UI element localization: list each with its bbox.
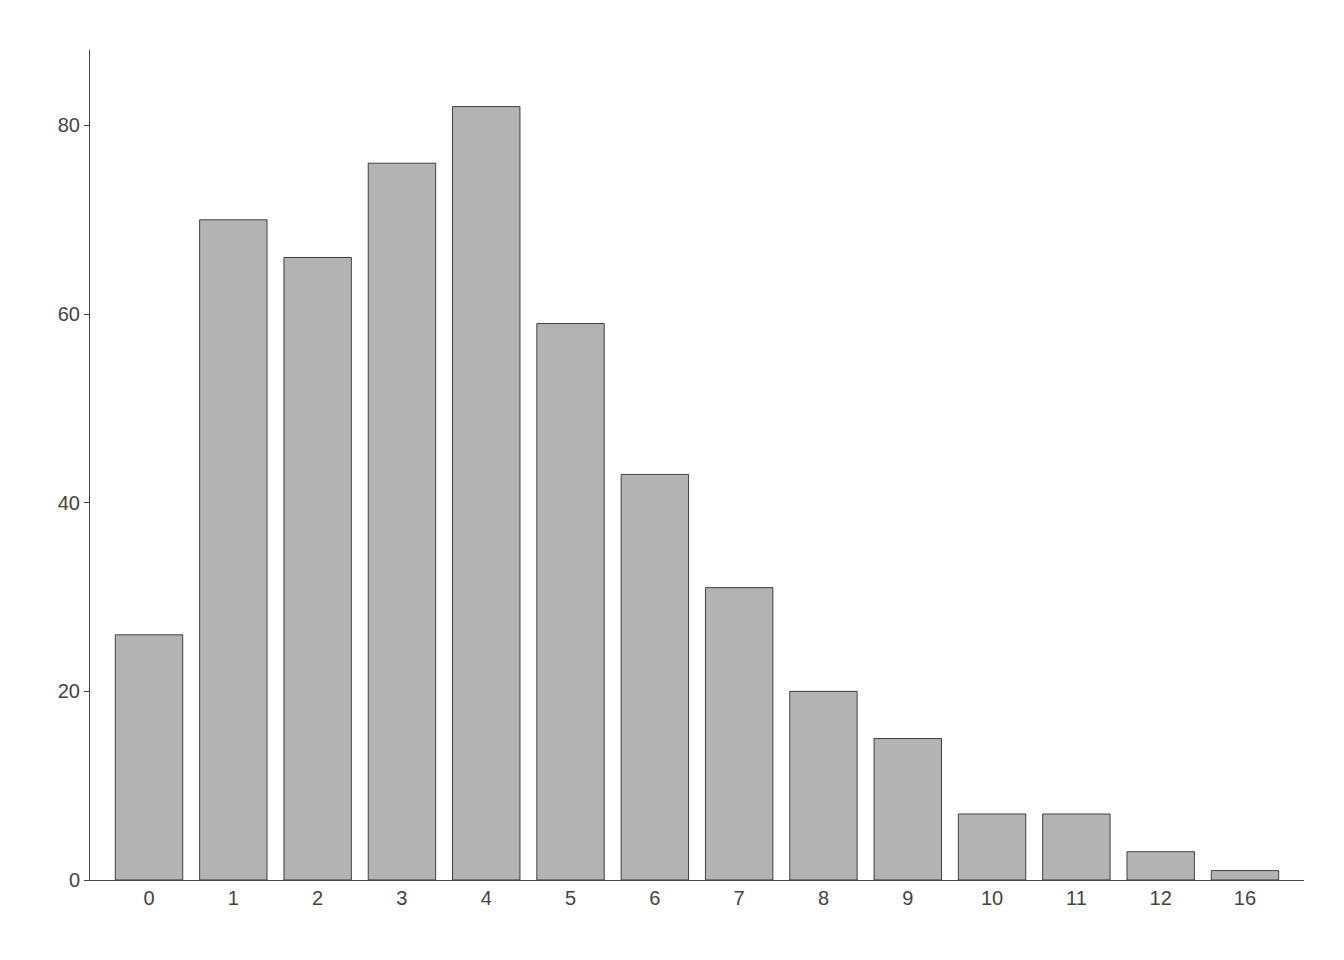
- svg-text:20: 20: [58, 680, 80, 702]
- svg-text:12: 12: [1150, 887, 1172, 909]
- svg-text:1: 1: [228, 887, 239, 909]
- svg-text:3: 3: [396, 887, 407, 909]
- svg-text:0: 0: [143, 887, 154, 909]
- svg-text:6: 6: [649, 887, 660, 909]
- svg-text:0: 0: [69, 869, 80, 891]
- svg-text:80: 80: [58, 114, 80, 136]
- svg-text:9: 9: [902, 887, 913, 909]
- svg-text:4: 4: [481, 887, 492, 909]
- svg-text:7: 7: [734, 887, 745, 909]
- svg-text:5: 5: [565, 887, 576, 909]
- svg-text:60: 60: [58, 303, 80, 325]
- svg-text:2: 2: [312, 887, 323, 909]
- svg-text:16: 16: [1234, 887, 1256, 909]
- svg-text:10: 10: [981, 887, 1003, 909]
- svg-text:40: 40: [58, 492, 80, 514]
- svg-text:8: 8: [818, 887, 829, 909]
- svg-text:11: 11: [1066, 887, 1087, 909]
